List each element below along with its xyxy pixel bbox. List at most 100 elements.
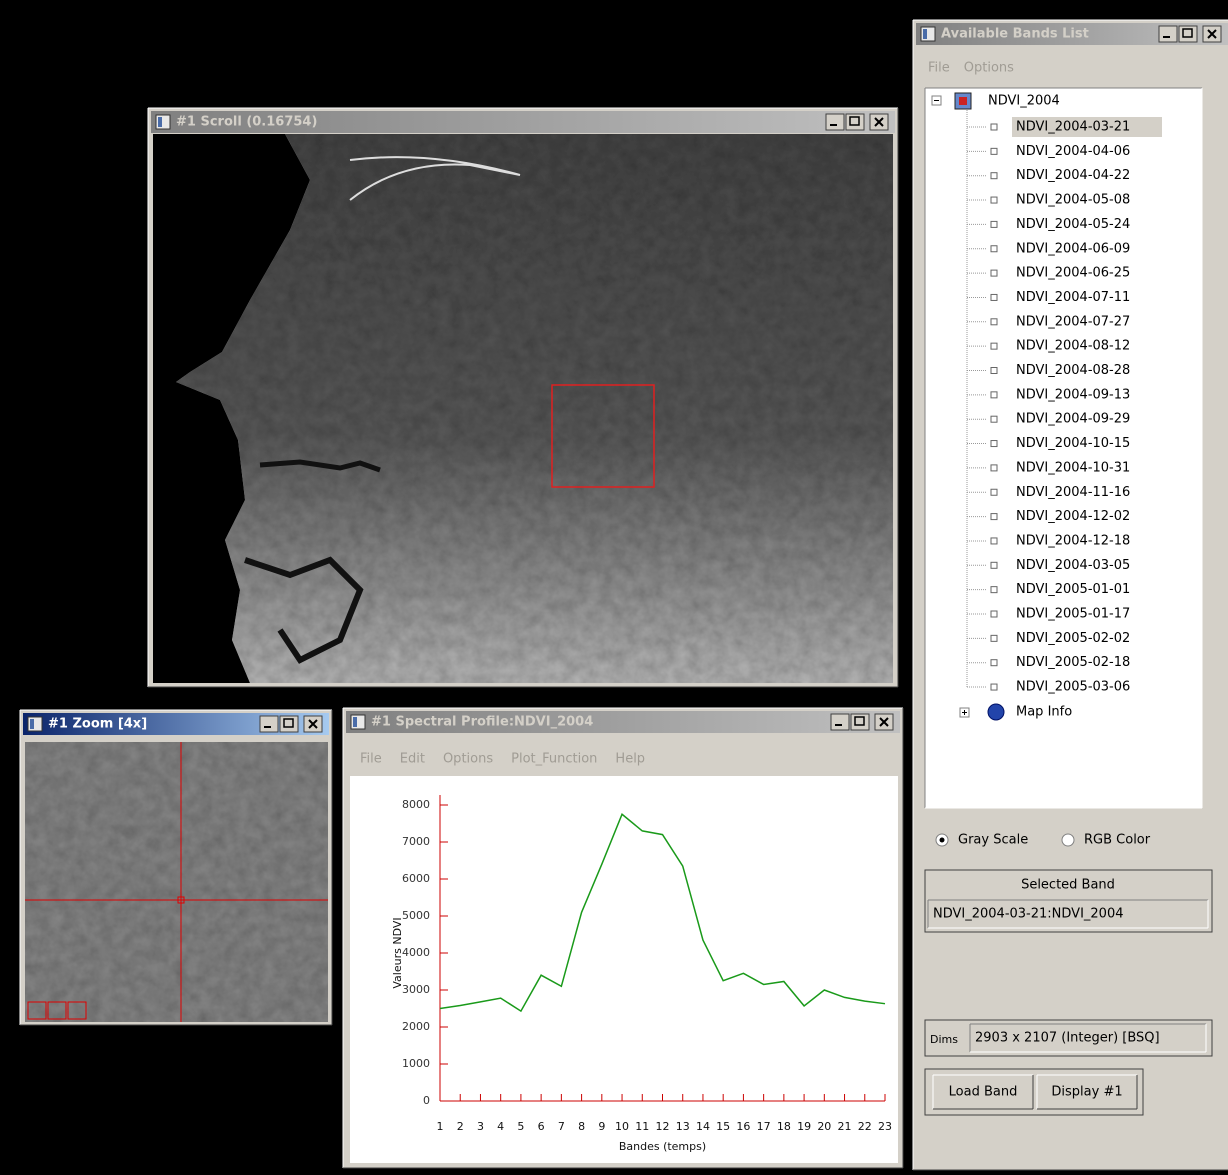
field [970,1024,1206,1052]
menu-item[interactable]: File [928,61,950,76]
icon [1207,29,1217,39]
zoom-control[interactable] [47,1001,67,1020]
band-item[interactable]: NDVI_2004-08-28 [1016,363,1130,378]
icon [1182,28,1193,38]
band-item[interactable]: NDVI_2005-01-01 [1016,582,1130,597]
band-item[interactable]: NDVI_2005-03-06 [1016,680,1130,695]
minimize-button[interactable] [825,113,845,131]
band-item[interactable]: NDVI_2004-09-29 [1016,412,1130,427]
menu-item[interactable]: Options [964,61,1014,76]
selected-band: NDVI_2004-03-21:NDVI_2004 [933,907,1123,922]
band-item[interactable]: NDVI_2004-03-05 [1016,558,1130,573]
group-label: Selected Band [1021,878,1115,893]
title-bar [23,713,329,735]
button[interactable] [1037,1075,1137,1109]
band-item[interactable]: NDVI_2004-12-18 [1016,533,1130,548]
band-item[interactable]: NDVI_2005-02-02 [1016,631,1130,646]
zoom-control[interactable] [27,1001,47,1020]
x-tick-label: 1 [437,1120,444,1133]
band-item[interactable]: NDVI_2004-10-15 [1016,436,1130,451]
zoom-control[interactable] [67,1001,87,1020]
minimize-button[interactable] [830,713,850,731]
window-icon [158,117,162,127]
band-icon [990,147,998,155]
band-item[interactable]: NDVI_2004-07-11 [1016,290,1130,305]
y-tick-label: 8000 [402,798,430,811]
band-icon [990,610,998,618]
band-item[interactable]: NDVI_2004-04-06 [1016,144,1130,159]
x-tick-label: 23 [878,1120,892,1133]
band-item[interactable]: NDVI_2004-08-12 [1016,339,1130,354]
minimize-button[interactable] [1158,25,1178,43]
menu-item[interactable]: Help [615,752,645,767]
menu-item[interactable]: File [360,752,382,767]
x-tick-label: 2 [457,1120,464,1133]
band-item[interactable]: NDVI_2004-03-21 [1016,120,1130,135]
button-label[interactable]: Display #1 [1051,1085,1122,1100]
minimize-button[interactable] [259,715,279,733]
window-title: #1 Zoom [4x] [48,717,147,732]
icon [849,116,860,126]
x-tick-label: 18 [777,1120,791,1133]
band-item[interactable]: NDVI_2004-05-08 [1016,193,1130,208]
y-tick-label: 1000 [402,1057,430,1070]
band-item[interactable]: NDVI_2004-05-24 [1016,217,1130,232]
window-title: #1 Scroll (0.16754) [176,115,317,130]
band-item[interactable]: NDVI_2004-09-13 [1016,387,1130,402]
icon [874,117,884,127]
band-item[interactable]: NDVI_2004-07-27 [1016,314,1130,329]
zoom-image [25,742,328,1022]
radio-dot [939,837,945,843]
file-icon [959,97,967,105]
band-item[interactable]: NDVI_2005-01-17 [1016,607,1130,622]
y-tick-label: 6000 [402,872,430,885]
x-tick-label: 15 [716,1120,730,1133]
menu-item[interactable]: Plot_Function [511,752,597,767]
icon [830,124,837,126]
x-tick-label: 11 [635,1120,649,1133]
tree-root[interactable]: NDVI_2004 [988,94,1060,109]
map-info[interactable]: Map Info [1016,705,1072,720]
band-icon [990,537,998,545]
radio-label: Gray Scale [958,833,1028,848]
button[interactable] [933,1075,1033,1109]
menu-item[interactable]: Edit [400,752,425,767]
window-title: #1 Spectral Profile:NDVI_2004 [371,715,593,730]
button-label[interactable]: Load Band [949,1085,1018,1100]
x-tick-label: 19 [797,1120,811,1133]
window-icon [30,719,34,729]
band-item[interactable]: NDVI_2004-12-02 [1016,509,1130,524]
band-icon [990,513,998,521]
coast [349,156,521,201]
x-tick-label: 16 [736,1120,750,1133]
radio[interactable] [1061,833,1075,847]
radio-label: RGB Color [1084,833,1151,848]
band-item[interactable]: NDVI_2004-11-16 [1016,485,1130,500]
x-tick-label: 4 [497,1120,504,1133]
dims-label: Dims [930,1033,958,1046]
group-box [924,1068,1144,1116]
icon [308,719,318,729]
icon [835,724,842,726]
window-title: Available Bands List [941,27,1089,42]
band-item[interactable]: NDVI_2004-04-22 [1016,168,1130,183]
x-axis-label: Bandes (temps) [619,1140,706,1153]
band-item[interactable]: NDVI_2004-06-09 [1016,241,1130,256]
band-icon [990,123,998,131]
band-item[interactable]: NDVI_2005-02-18 [1016,655,1130,670]
icon [962,710,967,715]
band-item[interactable]: NDVI_2004-06-25 [1016,266,1130,281]
icon [854,716,865,726]
band-icon [990,659,998,667]
band-item[interactable]: NDVI_2004-10-31 [1016,460,1130,475]
menu-item[interactable]: Options [443,752,493,767]
x-tick-label: 13 [676,1120,690,1133]
band-icon [990,269,998,277]
globe-icon [987,703,1005,721]
title-bar [346,711,900,733]
y-axis-label: Valeurs NDVI [391,917,404,988]
selection [1012,117,1162,137]
y-tick-label: 4000 [402,946,430,959]
plot-area [350,776,898,1163]
